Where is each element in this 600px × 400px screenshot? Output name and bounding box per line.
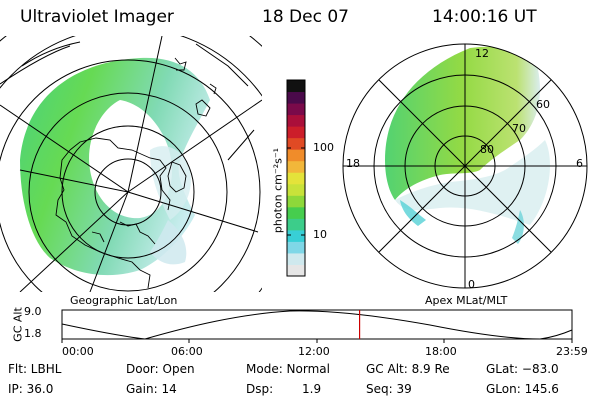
left-aurora-image (20, 57, 210, 276)
status-dsp-value: 1.9 (302, 382, 322, 396)
colorbar-cell (287, 126, 305, 139)
date-label: 18 Dec 07 (262, 7, 349, 27)
colorbar-label: photon cm⁻²s⁻¹ (271, 147, 285, 234)
xtick-2359: 23:59 (556, 345, 588, 358)
mlt-label-18: 18 (346, 157, 360, 170)
mlt-label-6: 6 (576, 157, 583, 170)
mlt-lines (343, 44, 587, 288)
longitude-lines (0, 36, 262, 292)
colorbar-cell (287, 206, 305, 219)
colorbar-cell (287, 218, 305, 231)
mlt-label-12: 12 (475, 47, 489, 60)
altitude-ymin: 1.8 (24, 327, 42, 340)
colorbar-cell (287, 241, 305, 254)
time-label: 14:00:16 UT (432, 7, 537, 27)
status-gain: Gain: 14 (126, 382, 177, 396)
status-glat: GLat: −83.0 (486, 362, 559, 376)
status-ip: IP: 36.0 (8, 382, 54, 396)
left-diffuse-region (150, 146, 191, 220)
xtick-0000: 00:00 (62, 345, 94, 358)
mlat-label-70: 70 (512, 122, 526, 135)
altitude-ymax: 9.0 (24, 305, 42, 318)
colorbar-cell (287, 80, 305, 93)
xtick-1800: 18:00 (425, 345, 457, 358)
colorbar-cell (287, 195, 305, 208)
altitude-ylabel: GC Alt (11, 307, 25, 342)
xtick-0600: 06:00 (171, 345, 203, 358)
status-flt: Flt: LBHL (8, 362, 62, 376)
altitude-plot (61, 309, 573, 343)
colorbar-cell (287, 229, 305, 242)
geographic-caption: Geographic Lat/Lon (70, 294, 178, 307)
status-dsp-label: Dsp: (246, 382, 274, 396)
colorbar-cell (287, 103, 305, 116)
mlt-label-0: 0 (468, 278, 475, 291)
colorbar-scale (287, 80, 305, 277)
left-diffuse-region (150, 220, 187, 265)
colorbar-cell (287, 149, 305, 162)
status-gcalt: GC Alt: 8.9 Re (366, 362, 450, 376)
outer-grid-arcs (0, 41, 255, 161)
status-glon: GLon: 145.6 (486, 382, 559, 396)
altitude-curve (61, 310, 573, 340)
x-axis-ticks (61, 339, 573, 343)
colorbar-cell (287, 160, 305, 173)
colorbar-cell (287, 137, 305, 150)
status-door: Door: Open (126, 362, 195, 376)
colorbar-cell (287, 114, 305, 127)
instrument-title: Ultraviolet Imager (20, 7, 174, 27)
geographic-map (0, 36, 262, 292)
colorbar-cell (287, 172, 305, 185)
colorbar-cell (287, 264, 305, 277)
status-mode: Mode: Normal (246, 362, 330, 376)
coastlines (55, 57, 217, 289)
colorbar-tick-10: 10 (313, 228, 327, 241)
colorbar-cell (287, 252, 305, 265)
colorbar (286, 79, 306, 277)
magnetic-map (342, 43, 588, 289)
magnetic-caption: Apex MLat/MLT (425, 294, 508, 307)
mlat-label-60: 60 (536, 98, 550, 111)
latitude-circles (0, 36, 262, 292)
xtick-1200: 12:00 (298, 345, 330, 358)
colorbar-cell (287, 183, 305, 196)
status-seq: Seq: 39 (366, 382, 412, 396)
altitude-plot-frame (61, 309, 573, 340)
colorbar-tick-100: 100 (313, 141, 334, 154)
mlat-label-80: 80 (480, 143, 494, 156)
colorbar-cell (287, 91, 305, 104)
right-diffuse-region (400, 200, 426, 226)
right-diffuse-region (512, 210, 524, 244)
